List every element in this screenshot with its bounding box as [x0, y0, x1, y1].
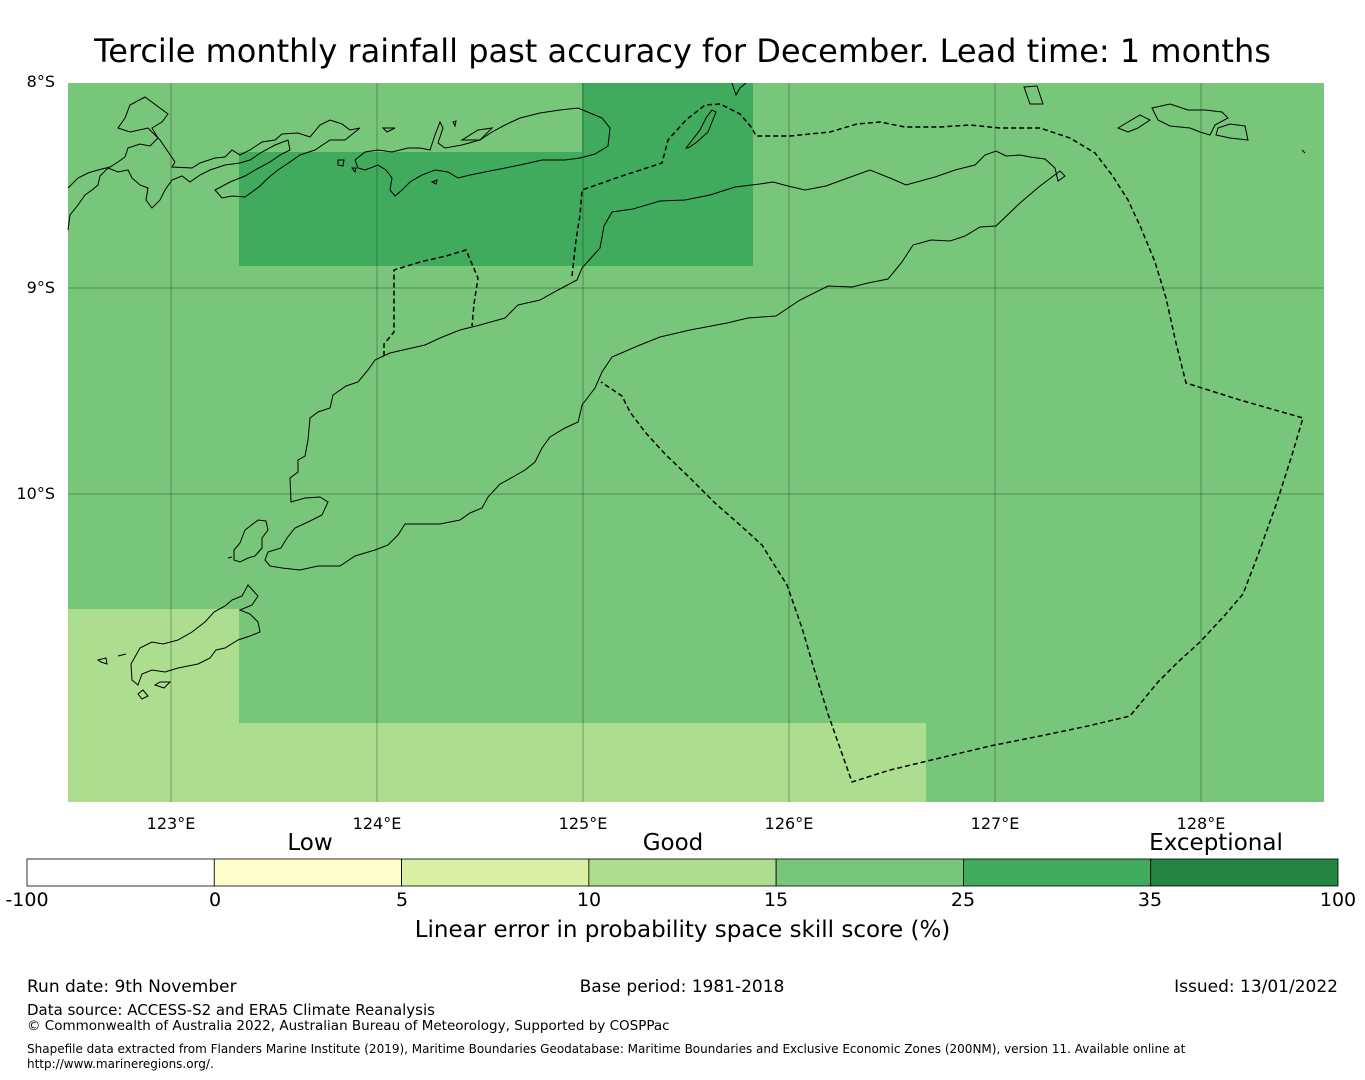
run-date: Run date: 9th November	[27, 977, 237, 997]
eez-boundaries	[383, 103, 1304, 783]
map-canvas	[67, 82, 1324, 802]
colorbar-tick: 10	[576, 889, 602, 911]
map-gridlines	[68, 83, 1324, 802]
data-source: Data source: ACCESS-S2 and ERA5 Climate …	[27, 1001, 435, 1019]
wetar-coastline	[684, 109, 717, 149]
colorbar-swatch	[1150, 858, 1339, 887]
timor-leste-eez-boundary	[571, 103, 1304, 783]
lat-label-10s: 10°S	[16, 484, 55, 503]
lat-label-9s: 9°S	[26, 278, 55, 297]
colorbar-tick: 0	[208, 889, 222, 911]
lon-label-127e: 127°E	[970, 814, 1020, 833]
colorbar	[26, 858, 1339, 887]
issued-date: Issued: 13/01/2022	[1174, 977, 1338, 997]
lat-label-8s: 8°S	[26, 72, 55, 91]
colorbar-category-low: Low	[287, 830, 333, 856]
map-title: Tercile monthly rainfall past accuracy f…	[94, 32, 1271, 70]
lon-label-123e: 123°E	[146, 814, 196, 833]
shapefile-credit: Shapefile data extracted from Flanders M…	[27, 1042, 1186, 1071]
colorbar-swatch	[213, 858, 402, 887]
colorbar-label: Linear error in probability space skill …	[414, 917, 951, 943]
colorbar-swatch	[588, 858, 777, 887]
colorbar-swatch	[775, 858, 964, 887]
lon-label-124e: 124°E	[352, 814, 402, 833]
colorbar-swatch	[401, 858, 590, 887]
colorbar-category-exceptional: Exceptional	[1149, 830, 1283, 856]
colorbar-tick: 35	[1137, 889, 1163, 911]
map-coastlines	[67, 82, 1306, 700]
map-cells-low-skill	[68, 609, 926, 802]
colorbar-swatch	[26, 858, 215, 887]
colorbar-tick: 25	[950, 889, 976, 911]
map-cells-high-skill	[239, 83, 753, 266]
base-period: Base period: 1981-2018	[579, 977, 785, 997]
colorbar-tick: 15	[763, 889, 789, 911]
lon-label-125e: 125°E	[558, 814, 608, 833]
lon-label-126e: 126°E	[764, 814, 814, 833]
colorbar-tick: -100	[5, 889, 49, 911]
colorbar-category-good: Good	[642, 830, 704, 856]
colorbar-swatch	[963, 858, 1152, 887]
timor-coastline	[264, 150, 1066, 571]
oecusse-boundary	[383, 249, 479, 356]
roti-coastline	[130, 584, 261, 686]
colorbar-tick: 100	[1319, 889, 1357, 911]
copyright: © Commonwealth of Australia 2022, Austra…	[27, 1018, 670, 1034]
flores-coastline	[67, 96, 361, 231]
colorbar-tick: 5	[395, 889, 409, 911]
lon-label-128e: 128°E	[1176, 814, 1226, 833]
